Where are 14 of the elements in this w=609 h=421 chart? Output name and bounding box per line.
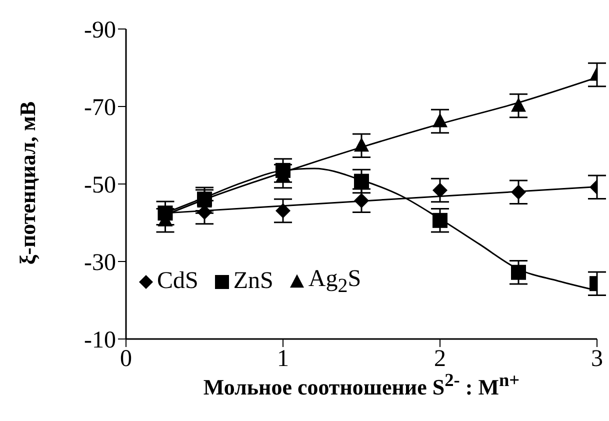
legend-label: ZnS — [233, 268, 274, 296]
y-tick-label: -70 — [84, 95, 116, 122]
y-tick-label: -10 — [84, 328, 116, 354]
legend-label: Ag$_{2}$S — [308, 266, 362, 298]
x-tick-label: 0 — [120, 346, 132, 372]
legend-label: CdS — [157, 268, 198, 296]
x-tick-label: 3 — [591, 346, 603, 372]
y-tick-label: -30 — [84, 250, 116, 276]
x-tick-label: 2 — [434, 346, 446, 372]
y-tick-label: -90 — [84, 18, 116, 44]
y-axis-title: ξ-потенциал, мВ — [15, 100, 41, 267]
y-tick-label: -50 — [84, 172, 116, 199]
x-axis-title: Мольное соотношение S$^{2-}$ : M$^{n+}$ — [203, 370, 520, 400]
x-tick-label: 1 — [277, 346, 289, 372]
